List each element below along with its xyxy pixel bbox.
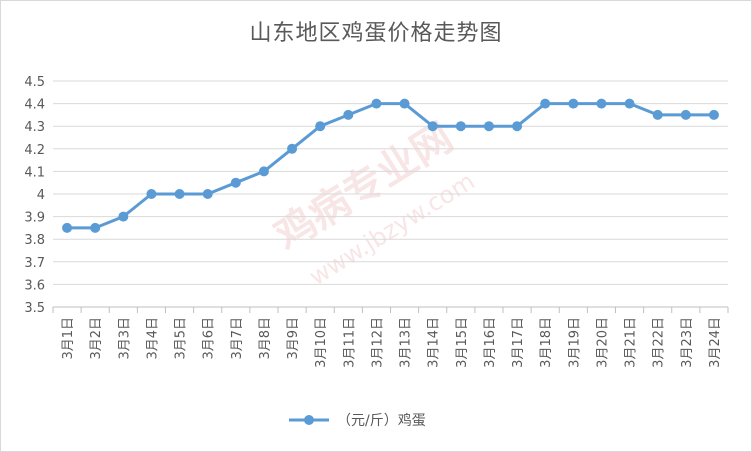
y-tick-label: 3.6 [24,278,45,293]
axes: 3.5 3.6 3.7 3.8 3.9 4 4.1 4.2 4.3 4.4 4.5 3月1日 3月2日 3… [24,75,729,368]
y-tick-label: 4.2 [24,143,45,158]
legend-label: （元/斤）鸡蛋 [337,412,426,429]
data-point [512,121,523,132]
x-tick-label: 3月12日 [370,317,385,368]
x-tick-label: 3月7日 [230,317,245,360]
data-point [62,222,73,233]
data-point [652,109,663,120]
x-tick-label: 3月24日 [708,317,723,368]
x-tick-label: 3月20日 [595,317,610,368]
data-point [258,166,269,177]
data-point [90,222,101,233]
x-tick-label: 3月3日 [117,317,132,360]
x-tick-label: 3月19日 [567,317,582,368]
data-point [371,98,382,109]
y-tick-label: 4.5 [24,75,45,90]
x-tick-label: 3月17日 [511,317,526,368]
x-tick-label: 3月21日 [624,317,639,368]
x-tick-label: 3月10日 [314,317,329,368]
data-point [315,121,326,132]
data-point [680,109,691,120]
data-point [343,109,354,120]
y-tick-label: 3.5 [24,301,45,316]
data-point [427,121,438,132]
legend: （元/斤）鸡蛋 [289,412,426,429]
x-tick-label: 3月11日 [342,317,357,368]
x-tick-label: 3月13日 [399,317,414,368]
x-tick-label: 3月14日 [427,317,442,368]
data-point [708,109,719,120]
data-point [230,177,241,188]
data-point [174,189,185,199]
data-point [118,211,129,222]
data-point [483,121,494,132]
x-tick-label: 3月6日 [202,317,217,360]
y-tick-label: 3.7 [24,256,45,271]
y-tick-label: 4.3 [24,120,45,135]
data-point [455,121,466,132]
data-point [146,189,157,199]
y-tick-label: 4 [37,188,45,203]
x-tick-label: 3月8日 [258,317,273,360]
legend-marker-swatch [304,415,314,425]
watermark: 鸡病专业网 www.jbzyw.com [267,114,480,291]
data-point [568,98,579,109]
x-tick-label: 3月22日 [652,317,667,368]
y-tick-label: 3.8 [24,233,45,248]
data-point [202,189,213,199]
y-tick-label: 4.1 [24,165,45,180]
x-tick-label: 3月15日 [455,317,470,368]
y-tick-label: 4.4 [24,98,45,113]
data-point [596,98,607,109]
gridlines [53,80,728,308]
x-tick-label: 3月1日 [61,317,76,360]
series-layer [62,98,719,233]
data-point [399,98,410,109]
data-point [624,98,635,109]
y-tick-label: 3.9 [24,211,45,226]
x-tick-label: 3月16日 [483,317,498,368]
x-tick-label: 3月4日 [145,317,160,360]
x-tick-label: 3月23日 [680,317,695,368]
x-tick-label: 3月18日 [539,317,554,368]
chart-title: 山东地区鸡蛋价格走势图 [249,21,503,46]
data-point [287,143,298,154]
data-point [540,98,551,109]
x-tick-label: 3月9日 [286,317,301,360]
x-tick-label: 3月5日 [174,317,189,360]
x-tick-label: 3月2日 [89,317,104,360]
